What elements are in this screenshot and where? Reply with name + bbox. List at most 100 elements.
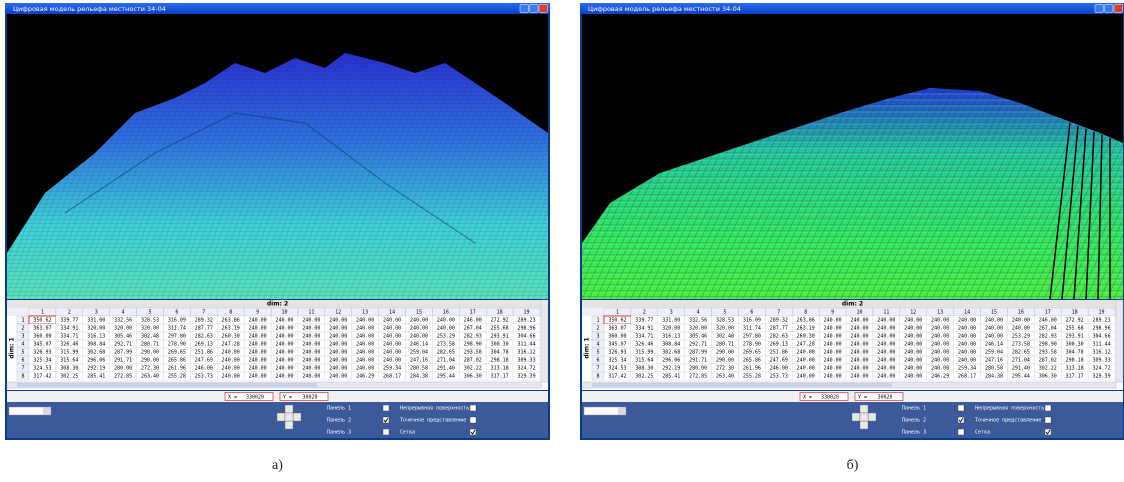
cell-value: 290.00 <box>141 358 159 364</box>
column-header: 19 <box>524 310 530 316</box>
nav-button[interactable] <box>285 421 293 429</box>
cell-value: 272.30 <box>716 366 734 372</box>
cell-value: 240.00 <box>850 334 868 340</box>
window-button[interactable] <box>1105 5 1114 13</box>
cell-value: 316.13 <box>87 334 105 340</box>
coord-value: 330020 <box>821 394 839 400</box>
nav-button[interactable] <box>852 413 860 421</box>
cell-value: 280.58 <box>985 366 1003 372</box>
cell-value: 269.13 <box>770 342 788 348</box>
column-header: 2 <box>68 310 71 316</box>
window-button[interactable] <box>530 5 539 13</box>
column-header: 5 <box>724 310 727 316</box>
checkbox[interactable] <box>1045 405 1051 411</box>
cell-value: 247.16 <box>410 358 428 364</box>
cell-value: 317.42 <box>608 374 626 380</box>
v-scrollbar[interactable] <box>1116 300 1123 382</box>
row-header: 3 <box>596 334 599 340</box>
checkbox[interactable] <box>1045 417 1051 423</box>
column-header: 16 <box>1018 310 1024 316</box>
checkbox[interactable] <box>470 405 476 411</box>
column-header: 7 <box>777 310 780 316</box>
cell-value: 247.16 <box>985 358 1003 364</box>
cell-value: 304.78 <box>1066 350 1084 356</box>
cell-value: 273.58 <box>1012 342 1030 348</box>
row-header: 1 <box>21 318 24 324</box>
window-button[interactable] <box>539 5 548 13</box>
cell-value: 326.46 <box>60 342 78 348</box>
nav-button[interactable] <box>860 413 868 421</box>
app-window: Цифровая модель рельефа местности 34-04d… <box>580 3 1124 440</box>
checkbox[interactable] <box>470 417 476 423</box>
cell-value: 240.00 <box>356 318 374 324</box>
column-header: 18 <box>497 310 503 316</box>
cell-value: 298.18 <box>491 358 509 364</box>
cell-value: 240.00 <box>410 318 428 324</box>
cell-value: 287.02 <box>1039 358 1057 364</box>
cell-value: 261.96 <box>168 366 186 372</box>
window-button[interactable] <box>1095 5 1104 13</box>
cell-value: 240.00 <box>877 326 895 332</box>
cell-value: 271.04 <box>1012 358 1030 364</box>
nav-button[interactable] <box>293 413 301 421</box>
checkbox[interactable] <box>383 429 389 435</box>
checkbox[interactable] <box>383 417 389 423</box>
cell-value: 305.46 <box>114 334 132 340</box>
cell-value: 268.17 <box>958 374 976 380</box>
checkbox[interactable] <box>1045 429 1051 435</box>
cell-value: 240.00 <box>877 366 895 372</box>
cell-value: 240.00 <box>222 374 240 380</box>
cell-value: 280.71 <box>141 342 159 348</box>
checkbox[interactable] <box>958 417 964 423</box>
checkbox[interactable] <box>470 429 476 435</box>
cell-value: 240.00 <box>275 326 293 332</box>
cell-value: 300.30 <box>1066 342 1084 348</box>
nav-button[interactable] <box>277 413 285 421</box>
cell-value: 240.00 <box>329 342 347 348</box>
checkbox-label: Непрерывная поверхность <box>975 406 1044 412</box>
cell-value: 240.00 <box>302 374 320 380</box>
window-button[interactable] <box>1114 5 1123 13</box>
checkbox[interactable] <box>383 405 389 411</box>
cell-value: 320.00 <box>716 326 734 332</box>
cell-value: 240.00 <box>249 318 267 324</box>
cell-value: 269.65 <box>743 350 761 356</box>
cell-value: 363.07 <box>33 326 51 332</box>
cell-value: 263.86 <box>222 318 240 324</box>
dropdown-arrow[interactable] <box>618 408 626 415</box>
column-header: 17 <box>1045 310 1051 316</box>
column-header: 19 <box>1099 310 1105 316</box>
cell-value: 240.00 <box>356 358 374 364</box>
cell-value: 298.96 <box>1093 326 1111 332</box>
nav-button[interactable] <box>860 405 868 413</box>
cell-value: 240.00 <box>383 334 401 340</box>
cell-value: 315.99 <box>635 350 653 356</box>
column-header: 12 <box>910 310 916 316</box>
checkbox[interactable] <box>958 429 964 435</box>
h-scroll-thumb[interactable] <box>17 383 317 387</box>
cell-value: 293.91 <box>1066 334 1084 340</box>
cell-value: 240.00 <box>222 350 240 356</box>
column-header: 2 <box>643 310 646 316</box>
nav-button[interactable] <box>285 405 293 413</box>
cell-value: 246.00 <box>1039 318 1057 324</box>
column-header: 1 <box>41 310 44 316</box>
nav-button[interactable] <box>860 421 868 429</box>
cell-value: 289.23 <box>518 318 536 324</box>
column-dim-label: dim: 2 <box>842 301 863 308</box>
cell-value: 287.99 <box>689 350 707 356</box>
nav-button[interactable] <box>285 413 293 421</box>
dropdown-arrow[interactable] <box>43 408 51 415</box>
h-scroll-thumb[interactable] <box>592 383 892 387</box>
window-button[interactable] <box>520 5 529 13</box>
coord-bar <box>582 391 1123 402</box>
checkbox[interactable] <box>958 405 964 411</box>
nav-button[interactable] <box>868 413 876 421</box>
cell-value: 305.46 <box>689 334 707 340</box>
cell-value: 289.23 <box>1093 318 1111 324</box>
cell-value: 255.68 <box>491 326 509 332</box>
v-scrollbar[interactable] <box>541 300 548 382</box>
cell-value: 240.00 <box>302 358 320 364</box>
row-header: 2 <box>596 326 599 332</box>
cell-value: 280.00 <box>114 366 132 372</box>
